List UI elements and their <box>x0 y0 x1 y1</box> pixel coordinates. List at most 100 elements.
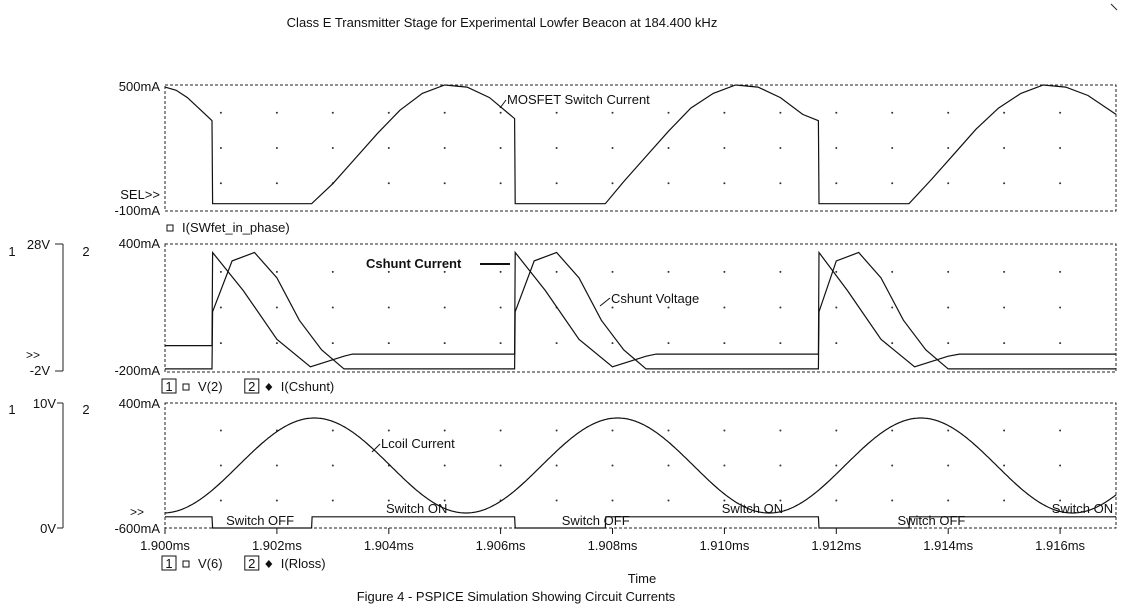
grid-dot <box>443 306 446 309</box>
panel-bottom-y2-bottom-label: -600mA <box>114 521 160 536</box>
grid-dot <box>835 111 838 114</box>
grid-dot <box>387 270 390 273</box>
grid-dot <box>499 306 502 309</box>
panel-bottom-legend: 1 V(6) 2 I(Rloss) <box>161 555 326 571</box>
x-tick-label: 1.900ms <box>140 538 190 553</box>
grid-dot <box>331 429 334 432</box>
grid-dot <box>331 270 334 273</box>
grid-dot <box>779 342 782 345</box>
panel-middle-axis2-number: 2 <box>82 244 89 259</box>
grid-dot <box>947 429 950 432</box>
panel-top-y-bottom-label: -100mA <box>114 203 160 218</box>
grid-dot <box>1003 499 1006 502</box>
grid-dot <box>667 464 670 467</box>
grid-dot <box>331 147 334 149</box>
grid-dot <box>275 111 278 114</box>
grid-dot <box>219 464 222 467</box>
panel-bottom-y1-bottom-label: 0V <box>40 521 56 536</box>
grid-dot <box>275 342 278 345</box>
grid-dot <box>387 147 390 149</box>
grid-dot <box>443 499 446 502</box>
panel-middle-series <box>165 250 1116 370</box>
panel-top-annotations: MOSFET Switch Current <box>499 92 650 109</box>
panel-bottom-gridpoints <box>219 429 1062 502</box>
grid-dot <box>947 499 950 502</box>
grid-dot <box>611 464 614 467</box>
grid-dot <box>891 499 894 502</box>
grid-dot <box>779 499 782 502</box>
grid-dot <box>331 464 334 467</box>
grid-dot <box>667 306 670 309</box>
grid-dot <box>1059 270 1062 273</box>
grid-dot <box>443 270 446 273</box>
figure-title: Class E Transmitter Stage for Experiment… <box>287 15 718 30</box>
grid-dot <box>387 306 390 309</box>
panel-middle-sel-marker: >> <box>26 348 40 362</box>
grid-dot <box>387 182 390 185</box>
legend-index: 1 <box>165 379 172 394</box>
grid-dot <box>1059 182 1062 185</box>
grid-dot <box>835 306 838 309</box>
grid-dot <box>723 270 726 273</box>
grid-dot <box>891 429 894 432</box>
grid-dot <box>835 182 838 185</box>
panel-middle-y2-bottom-label: -200mA <box>114 363 160 378</box>
panel-bottom-axis1-number: 1 <box>8 402 15 417</box>
panel-middle-gridpoints <box>219 270 1062 345</box>
grid-dot <box>723 464 726 467</box>
grid-dot <box>779 111 782 114</box>
grid-dot <box>611 306 614 309</box>
grid-dot <box>779 147 782 149</box>
grid-dot <box>1059 464 1062 467</box>
legend-square-icon <box>166 224 174 232</box>
legend-diamond-icon <box>265 383 273 391</box>
panel-bottom-frame <box>164 402 1117 529</box>
panel-middle-axis1-number: 1 <box>8 244 15 259</box>
grid-dot <box>667 429 670 432</box>
panel-bottom-series <box>165 417 1117 529</box>
grid-dot <box>667 147 670 149</box>
panel-middle-y2-top-label: 400mA <box>119 236 161 251</box>
grid-dot <box>779 270 782 273</box>
grid-dot <box>555 429 558 432</box>
grid-dot <box>835 147 838 149</box>
grid-dot <box>1003 147 1006 149</box>
panel-bottom: 1 2 10V 0V 400mA -600mA >> Lcoil Current… <box>8 396 1117 586</box>
grid-dot <box>947 270 950 273</box>
grid-dot <box>1003 270 1006 273</box>
grid-dot <box>1059 147 1062 149</box>
panel-bottom-annotations: Lcoil Current Switch OFF Switch ON Switch O… <box>226 436 1113 528</box>
grid-dot <box>1003 429 1006 432</box>
grid-dot <box>611 111 614 114</box>
grid-dot <box>275 182 278 185</box>
panel-middle: 1 2 28V -2V >> 400mA -200mA Cshunt Curre… <box>8 236 1117 394</box>
grid-dot <box>499 147 502 149</box>
legend-diamond-icon <box>265 560 273 568</box>
legend-label: I(SWfet_in_phase) <box>182 220 290 235</box>
grid-dot <box>499 342 502 345</box>
grid-dot <box>723 499 726 502</box>
panel-middle-y1-bottom-label: -2V <box>30 363 51 378</box>
panel-top-gridpoints <box>219 111 1062 185</box>
grid-dot <box>499 464 502 467</box>
grid-dot <box>331 499 334 502</box>
grid-dot <box>1003 464 1006 467</box>
panel-top-sel-marker: SEL>> <box>120 187 160 202</box>
grid-dot <box>667 182 670 185</box>
legend-index-box <box>161 378 177 394</box>
x-tick-label: 1.914ms <box>923 538 973 553</box>
grid-dot <box>667 270 670 273</box>
annotation-switch-state: Switch OFF <box>562 513 630 528</box>
grid-dot <box>611 499 614 502</box>
series-line-mid-0 <box>165 251 1116 370</box>
grid-dot <box>835 499 838 502</box>
corner-mark-line <box>1110 3 1118 11</box>
grid-dot <box>947 342 950 345</box>
grid-dot <box>891 342 894 345</box>
panel-bottom-y2-top-label: 400mA <box>119 396 161 411</box>
annotation-switch-state: Switch OFF <box>226 513 294 528</box>
grid-dot <box>1003 182 1006 185</box>
annotation-pointer <box>499 99 507 109</box>
grid-dot <box>443 464 446 467</box>
